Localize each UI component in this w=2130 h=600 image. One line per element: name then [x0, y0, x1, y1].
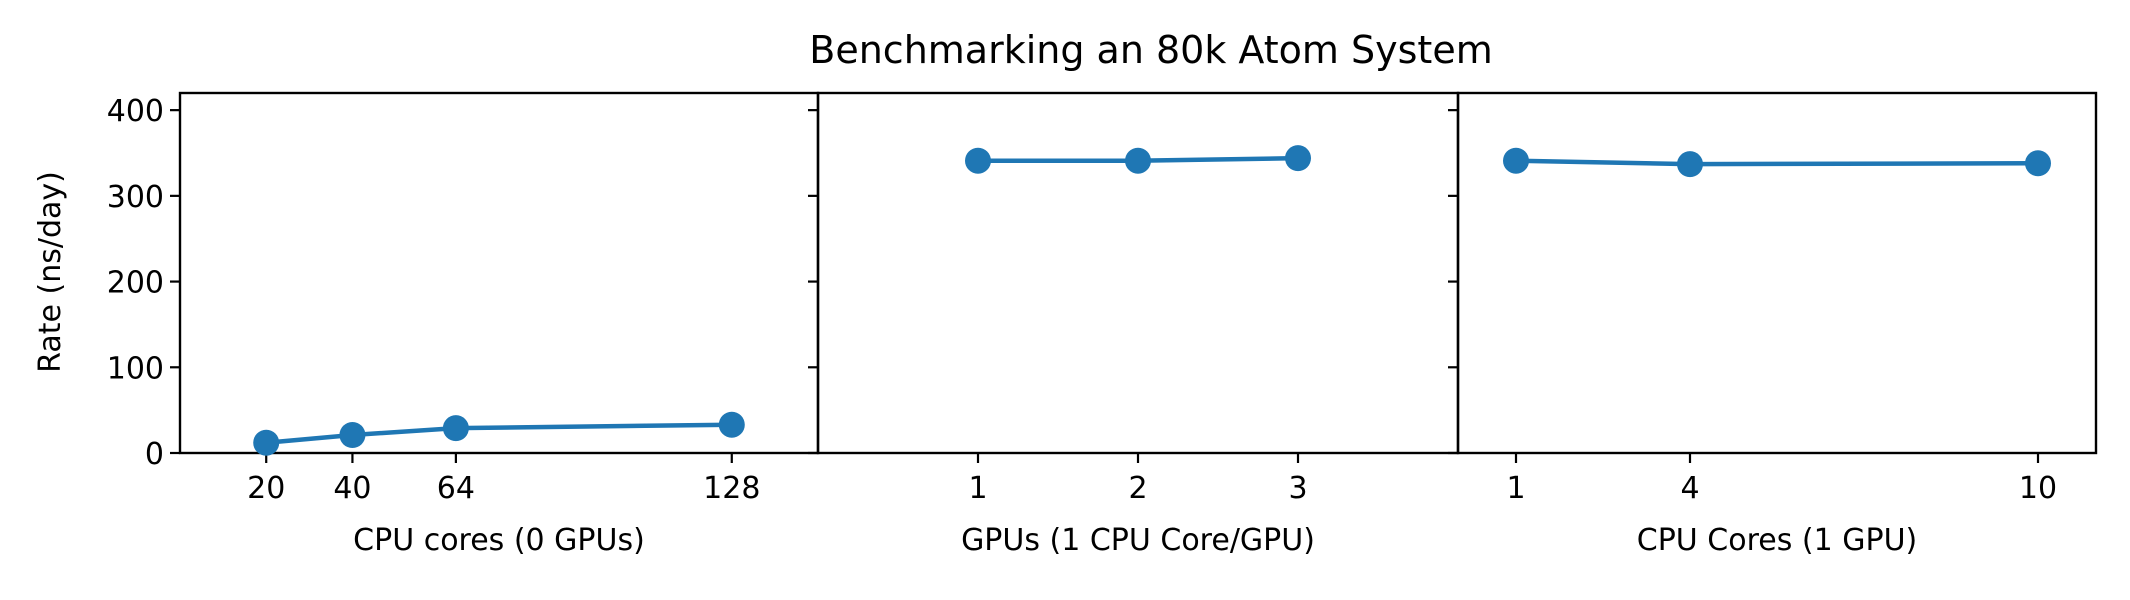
x-tick-label: 10 — [2019, 471, 2057, 506]
data-point — [442, 415, 469, 442]
x-tick-label: 20 — [247, 471, 285, 506]
data-point — [253, 429, 280, 456]
panel-1: 0 100 200 300 400 20 40 64 128 CPU cores (0 GPUs) — [107, 91, 820, 558]
series-line — [1513, 158, 2041, 167]
x-tick-label: 4 — [1680, 471, 1699, 506]
data-point — [1125, 147, 1151, 174]
x-tick-label: 1 — [968, 471, 987, 506]
x-tick-label: 1 — [1506, 471, 1525, 506]
x-tick-label: 3 — [1288, 471, 1307, 506]
series-line — [263, 422, 735, 445]
y-tick-label: 300 — [107, 180, 164, 215]
plot-frame — [816, 91, 1460, 455]
x-tick-label: 2 — [1128, 471, 1147, 506]
y-axis-label: Rate (ns/day) — [33, 171, 68, 373]
y-tick-label: 400 — [107, 94, 164, 129]
data-point — [1503, 147, 1529, 174]
panel-3: 1 4 10 CPU Cores (1 GPU) — [1448, 91, 2098, 558]
y-tick-label: 200 — [107, 266, 164, 301]
data-point — [965, 147, 991, 174]
x-tick-label: 128 — [703, 471, 760, 506]
data-point — [1285, 145, 1311, 172]
plot-frame — [1456, 91, 2098, 455]
data-point — [1677, 151, 1703, 178]
x-tick-label: 64 — [437, 471, 475, 506]
data-point — [2025, 150, 2051, 177]
x-axis-label: CPU cores (0 GPUs) — [353, 523, 645, 558]
panels: 0 100 200 300 400 20 40 64 128 CPU cores (0 GPUs)… — [107, 91, 2098, 558]
x-axis-label: CPU Cores (1 GPU) — [1637, 523, 1917, 558]
x-tick-label: 40 — [333, 471, 371, 506]
panel-2: 1 2 3 GPUs (1 CPU Core/GPU) — [808, 91, 1460, 558]
x-axis-label: GPUs (1 CPU Core/GPU) — [961, 523, 1315, 558]
y-tick-label: 0 — [145, 437, 164, 472]
plot-frame — [178, 91, 820, 455]
chart-title: Benchmarking an 80k Atom System — [809, 28, 1492, 72]
data-point — [718, 411, 745, 438]
data-point — [339, 422, 366, 448]
y-tick-label: 100 — [107, 351, 164, 386]
